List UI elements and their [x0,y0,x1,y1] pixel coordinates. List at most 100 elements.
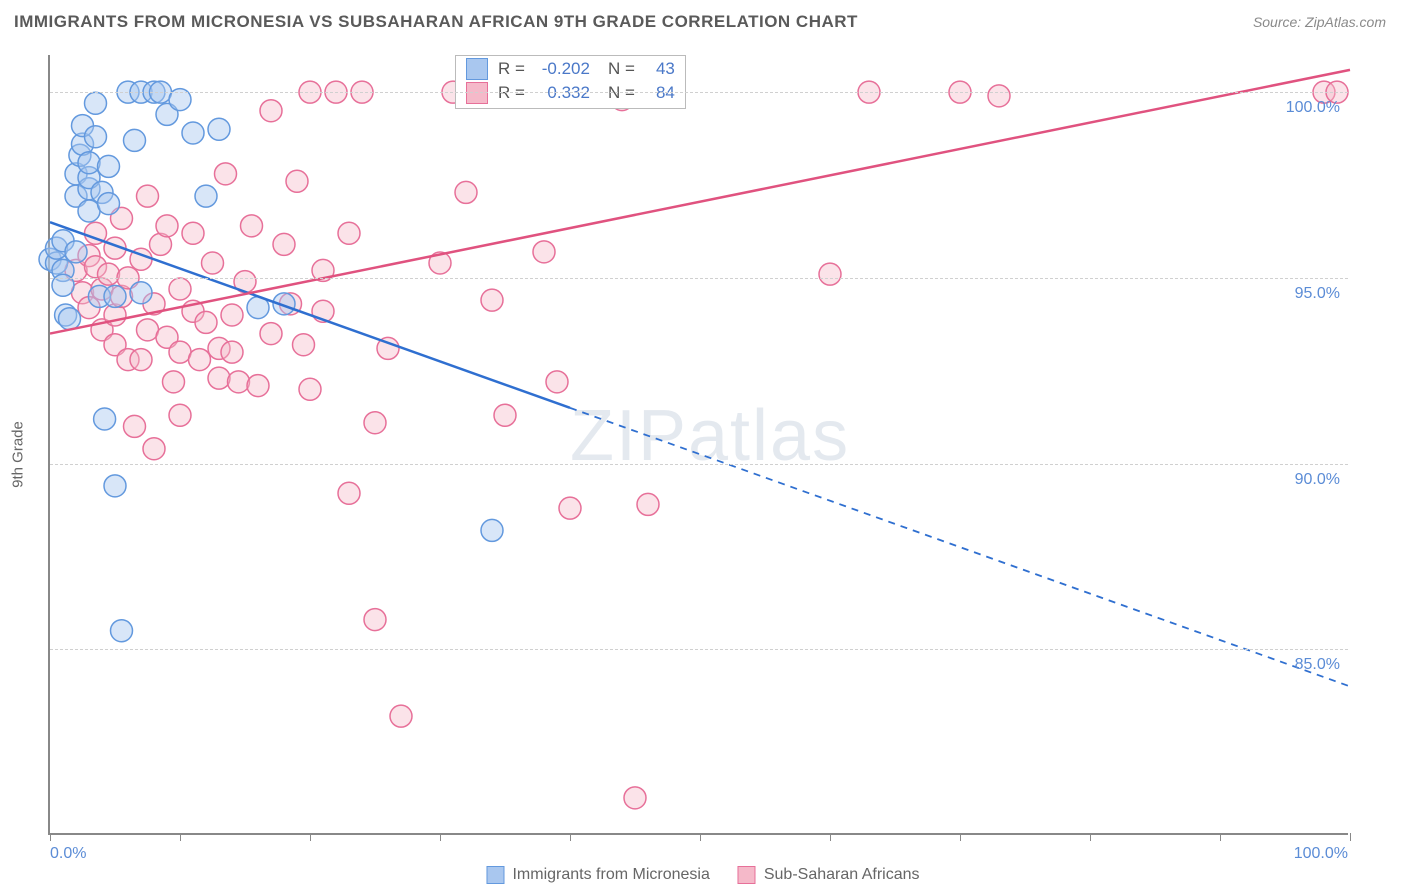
y-axis-label: 9th Grade [10,421,27,488]
x-tick [180,833,181,841]
scatter-point [78,152,100,174]
gridline [50,278,1348,279]
legend-label: Sub-Saharan Africans [764,866,920,884]
x-tick [440,833,441,841]
x-tick [830,833,831,841]
scatter-point [260,100,282,122]
scatter-point [111,620,133,642]
stats-swatch [466,58,488,80]
scatter-point [247,375,269,397]
scatter-point [273,233,295,255]
gridline [50,464,1348,465]
scatter-point [988,85,1010,107]
scatter-point [59,308,81,330]
scatter-point [208,367,230,389]
scatter-point [143,438,165,460]
scatter-point [124,129,146,151]
scatter-point [98,263,120,285]
scatter-point [195,311,217,333]
scatter-point [104,285,126,307]
scatter-point [221,304,243,326]
x-tick [1220,833,1221,841]
stats-r-label: R = [498,59,525,79]
legend-bottom: Immigrants from Micronesia Sub-Saharan Af… [486,866,919,884]
scatter-point [169,278,191,300]
scatter-svg [50,55,1350,835]
scatter-point [137,319,159,341]
scatter-point [94,408,116,430]
scatter-point [299,378,321,400]
scatter-point [78,200,100,222]
legend-item: Sub-Saharan Africans [738,866,920,884]
chart-plot-area: ZIPatlas R =-0.202N =43R =0.332N =84 85.… [48,55,1348,835]
stats-legend-box: R =-0.202N =43R =0.332N =84 [455,55,686,109]
scatter-point [182,122,204,144]
scatter-point [189,349,211,371]
scatter-point [124,415,146,437]
scatter-point [98,193,120,215]
scatter-point [221,341,243,363]
scatter-point [65,241,87,263]
scatter-point [819,263,841,285]
scatter-point [338,222,360,244]
scatter-point [182,222,204,244]
source-attribution: Source: ZipAtlas.com [1253,14,1386,30]
scatter-point [241,215,263,237]
x-tick [1090,833,1091,841]
scatter-point [228,371,250,393]
scatter-point [286,170,308,192]
scatter-point [208,118,230,140]
x-tick [700,833,701,841]
trend-line [50,70,1350,334]
scatter-point [481,519,503,541]
stats-row: R = -0.202 N = 43 [466,58,675,80]
scatter-point [98,155,120,177]
gridline [50,649,1348,650]
gridline [50,92,1348,93]
y-tick-label: 95.0% [1295,285,1340,303]
scatter-point [137,185,159,207]
scatter-point [559,497,581,519]
scatter-point [169,404,191,426]
scatter-point [481,289,503,311]
scatter-point [533,241,555,263]
scatter-point [163,371,185,393]
y-tick-label: 90.0% [1295,471,1340,489]
scatter-point [130,349,152,371]
legend-item: Immigrants from Micronesia [486,866,709,884]
scatter-point [293,334,315,356]
x-tick [310,833,311,841]
scatter-point [130,282,152,304]
legend-label: Immigrants from Micronesia [512,866,709,884]
scatter-point [546,371,568,393]
scatter-point [390,705,412,727]
scatter-point [494,404,516,426]
chart-title: IMMIGRANTS FROM MICRONESIA VS SUBSAHARAN… [14,12,858,32]
scatter-point [215,163,237,185]
scatter-point [85,92,107,114]
scatter-point [364,609,386,631]
scatter-point [637,493,659,515]
x-tick-label-right: 100.0% [1294,845,1348,863]
y-tick-label: 100.0% [1286,99,1340,117]
legend-swatch [486,866,504,884]
scatter-point [195,185,217,207]
stats-n-label: N = [608,59,635,79]
scatter-point [260,323,282,345]
y-tick-label: 85.0% [1295,656,1340,674]
x-tick [960,833,961,841]
x-tick [570,833,571,841]
scatter-point [624,787,646,809]
x-tick-label-left: 0.0% [50,845,86,863]
x-tick [50,833,51,841]
scatter-point [364,412,386,434]
trend-line-extrapolated [570,408,1350,687]
scatter-point [202,252,224,274]
scatter-point [156,215,178,237]
scatter-point [338,482,360,504]
stats-n-value: 43 [645,59,675,79]
scatter-point [85,126,107,148]
stats-r-value: -0.202 [535,59,590,79]
legend-swatch [738,866,756,884]
x-tick [1350,833,1351,841]
